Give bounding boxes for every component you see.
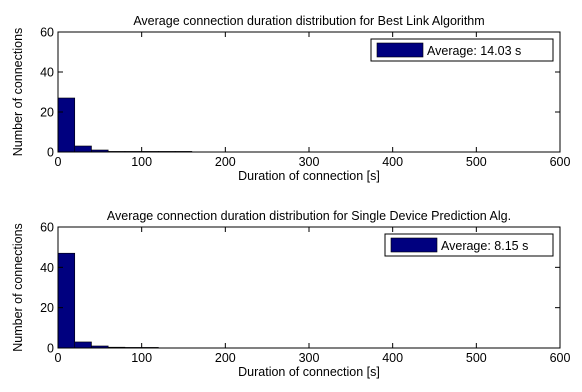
y-tick-label: 20: [40, 106, 54, 120]
x-axis-label: Duration of connection [s]: [238, 169, 380, 183]
x-tick-label: 500: [466, 351, 487, 365]
legend-label: Average: 14.03 s: [427, 44, 521, 58]
legend-swatch: [376, 42, 424, 58]
x-tick-label: 600: [550, 155, 571, 169]
y-tick-label: 40: [40, 66, 54, 80]
x-tick-label: 0: [55, 155, 62, 169]
chart-best-link: Average connection duration distribution…: [11, 14, 570, 183]
y-tick-label: 0: [47, 342, 54, 356]
x-axis-label: Duration of connection [s]: [238, 365, 380, 379]
y-tick-label: 60: [40, 26, 54, 40]
x-tick-label: 600: [550, 351, 571, 365]
x-tick-label: 100: [131, 155, 152, 169]
histogram-bar: [74, 145, 92, 153]
x-tick-label: 400: [382, 351, 403, 365]
x-tick-label: 0: [55, 351, 62, 365]
y-tick-label: 20: [40, 301, 54, 315]
y-axis-label: Number of connections: [11, 28, 25, 157]
legend-swatch: [390, 237, 438, 253]
x-tick-label: 100: [131, 351, 152, 365]
x-tick-label: 300: [299, 351, 320, 365]
y-tick-label: 0: [47, 146, 54, 160]
chart-single-device-prediction: Average connection duration distribution…: [11, 209, 570, 379]
chart-title: Average connection duration distribution…: [107, 209, 511, 223]
x-tick-label: 200: [215, 351, 236, 365]
legend-label: Average: 8.15 s: [441, 239, 528, 253]
x-tick-label: 500: [466, 155, 487, 169]
x-tick-label: 200: [215, 155, 236, 169]
x-tick-label: 400: [382, 155, 403, 169]
histogram-bar: [74, 341, 92, 349]
y-axis-label: Number of connections: [11, 223, 25, 352]
chart-title: Average connection duration distribution…: [133, 14, 484, 28]
x-tick-label: 300: [299, 155, 320, 169]
histogram-bar: [57, 97, 76, 153]
y-tick-label: 60: [40, 221, 54, 235]
y-tick-label: 40: [40, 261, 54, 275]
